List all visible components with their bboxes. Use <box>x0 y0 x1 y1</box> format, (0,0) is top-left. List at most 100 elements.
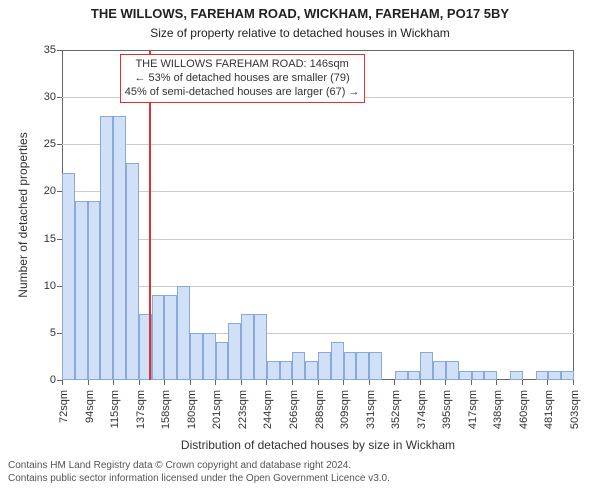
x-tick-label: 180sqm <box>186 390 198 429</box>
x-tick-label: 309sqm <box>339 390 351 429</box>
chart-container: THE WILLOWS, FAREHAM ROAD, WICKHAM, FARE… <box>0 0 600 500</box>
x-tick-mark <box>113 380 114 385</box>
x-tick-label: 460sqm <box>518 390 530 429</box>
x-tick-label: 352sqm <box>390 390 402 429</box>
histogram-bar <box>113 116 126 380</box>
y-tick-label: 5 <box>32 327 56 339</box>
histogram-bar <box>100 116 113 380</box>
x-tick-label: 481sqm <box>543 390 555 429</box>
x-tick-mark <box>241 380 242 385</box>
x-tick-label: 72sqm <box>58 390 70 423</box>
histogram-bar <box>433 361 446 380</box>
y-tick-label: 15 <box>32 233 56 245</box>
histogram-bar <box>484 371 497 380</box>
histogram-bar <box>356 352 369 380</box>
x-tick-mark <box>139 380 140 385</box>
y-tick-label: 25 <box>32 138 56 150</box>
x-tick-label: 201sqm <box>211 390 223 429</box>
x-tick-label: 374sqm <box>416 390 428 429</box>
y-tick-label: 0 <box>32 374 56 386</box>
x-tick-label: 417sqm <box>467 390 479 429</box>
histogram-bar <box>164 295 177 380</box>
x-tick-label: 244sqm <box>262 390 274 429</box>
x-tick-label: 137sqm <box>135 390 147 429</box>
y-axis-label: Number of detached properties <box>16 50 30 380</box>
x-tick-label: 115sqm <box>109 390 121 428</box>
x-tick-mark <box>318 380 319 385</box>
histogram-bar <box>318 352 331 380</box>
x-tick-label: 288sqm <box>314 390 326 429</box>
histogram-bar <box>459 371 472 380</box>
histogram-bar <box>88 201 101 380</box>
y-gridline <box>62 144 574 145</box>
histogram-bar <box>152 295 165 380</box>
histogram-bar <box>267 361 280 380</box>
x-tick-label: 94sqm <box>84 390 96 423</box>
annotation-box: THE WILLOWS FAREHAM ROAD: 146sqm← 53% of… <box>120 54 365 103</box>
y-tick-label: 30 <box>32 91 56 103</box>
x-tick-mark <box>496 380 497 385</box>
x-tick-mark <box>471 380 472 385</box>
y-tick-mark <box>57 50 62 51</box>
histogram-bar <box>280 361 293 380</box>
histogram-bar <box>536 371 549 380</box>
x-tick-mark <box>292 380 293 385</box>
histogram-bar <box>395 371 408 380</box>
y-tick-label: 35 <box>32 44 56 56</box>
chart-title-line2: Size of property relative to detached ho… <box>0 26 600 40</box>
histogram-bar <box>561 371 574 380</box>
histogram-bar <box>305 361 318 380</box>
y-tick-label: 10 <box>32 280 56 292</box>
x-tick-mark <box>62 380 63 385</box>
histogram-bar <box>472 371 485 380</box>
histogram-bar <box>292 352 305 380</box>
histogram-bar <box>126 163 139 380</box>
chart-title-line1: THE WILLOWS, FAREHAM ROAD, WICKHAM, FARE… <box>0 6 600 21</box>
x-tick-label: 503sqm <box>569 390 581 429</box>
plot-area: 0510152025303572sqm94sqm115sqm137sqm158s… <box>62 50 574 380</box>
x-tick-mark <box>343 380 344 385</box>
histogram-bar <box>241 314 254 380</box>
histogram-bar <box>75 201 88 380</box>
footer-text: Contains HM Land Registry data © Crown c… <box>0 460 600 485</box>
x-tick-mark <box>394 380 395 385</box>
x-tick-label: 438sqm <box>492 390 504 429</box>
histogram-bar <box>420 352 433 380</box>
x-tick-mark <box>573 380 574 385</box>
x-tick-mark <box>88 380 89 385</box>
histogram-bar <box>216 342 229 380</box>
y-tick-mark <box>57 144 62 145</box>
y-gridline <box>62 239 574 240</box>
x-tick-label: 266sqm <box>288 390 300 429</box>
histogram-bar <box>190 333 203 380</box>
footer-line2: Contains public sector information licen… <box>8 473 600 486</box>
histogram-bar <box>446 361 459 380</box>
x-tick-mark <box>522 380 523 385</box>
x-tick-mark <box>164 380 165 385</box>
x-tick-mark <box>369 380 370 385</box>
y-tick-label: 20 <box>32 185 56 197</box>
annotation-line1: THE WILLOWS FAREHAM ROAD: 146sqm <box>125 58 360 72</box>
histogram-bar <box>203 333 216 380</box>
x-tick-mark <box>547 380 548 385</box>
histogram-bar <box>408 371 421 380</box>
x-axis-label: Distribution of detached houses by size … <box>62 438 574 452</box>
annotation-line3: 45% of semi-detached houses are larger (… <box>125 86 360 100</box>
annotation-line2: ← 53% of detached houses are smaller (79… <box>125 72 360 86</box>
x-tick-mark <box>445 380 446 385</box>
x-tick-label: 395sqm <box>441 390 453 429</box>
x-tick-mark <box>190 380 191 385</box>
y-gridline <box>62 191 574 192</box>
footer-line1: Contains HM Land Registry data © Crown c… <box>8 460 600 473</box>
histogram-bar <box>548 371 561 380</box>
histogram-bar <box>344 352 357 380</box>
histogram-bar <box>254 314 267 380</box>
y-tick-mark <box>57 97 62 98</box>
histogram-bar <box>62 173 75 380</box>
histogram-bar <box>228 323 241 380</box>
histogram-bar <box>331 342 344 380</box>
x-tick-label: 223sqm <box>237 390 249 429</box>
x-tick-mark <box>266 380 267 385</box>
x-tick-mark <box>420 380 421 385</box>
x-tick-label: 331sqm <box>365 390 377 429</box>
